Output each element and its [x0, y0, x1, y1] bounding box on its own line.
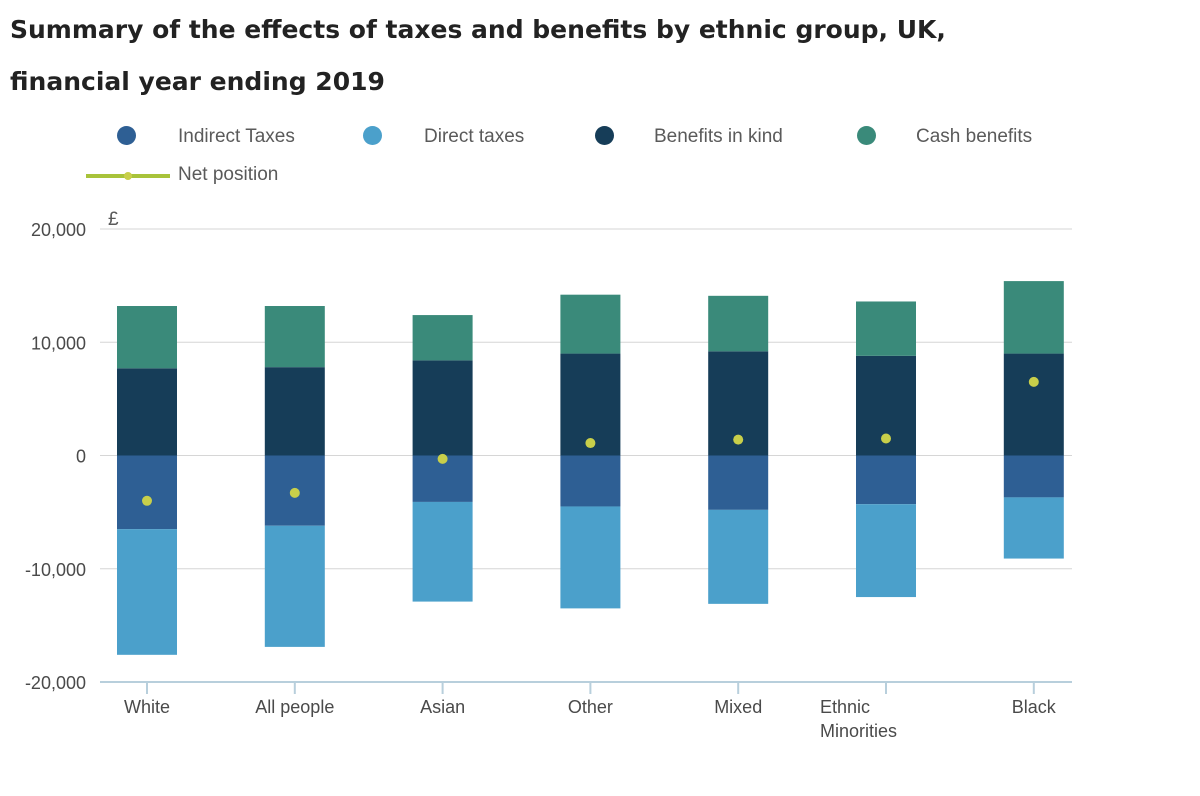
legend-swatch-benefits-in-kind: [595, 126, 614, 145]
bar-cash-benefits[interactable]: [117, 306, 177, 369]
legend-swatch-indirect-taxes: [117, 126, 136, 145]
net-position-point[interactable]: [585, 438, 596, 449]
bar-benefits-in-kind[interactable]: [117, 368, 177, 456]
y-tick-label: 20,000: [31, 220, 86, 240]
bar-indirect-taxes[interactable]: [560, 455, 621, 507]
legend-label-indirect-taxes: Indirect Taxes: [178, 126, 295, 147]
bar-benefits-in-kind[interactable]: [1003, 353, 1064, 456]
bar-direct-taxes[interactable]: [117, 529, 177, 655]
x-tick-label: Black: [1012, 697, 1057, 717]
bar-cash-benefits[interactable]: [412, 315, 473, 361]
bar-cash-benefits[interactable]: [856, 301, 916, 356]
net-position-point[interactable]: [289, 487, 300, 498]
bar-cash-benefits[interactable]: [264, 306, 325, 368]
bar-indirect-taxes[interactable]: [856, 455, 916, 505]
legend-dot-net-position: [124, 172, 132, 180]
bar-benefits-in-kind[interactable]: [264, 367, 325, 456]
legend-label-cash-benefits: Cash benefits: [916, 126, 1033, 147]
bar-cash-benefits[interactable]: [560, 294, 621, 354]
chart-title-line-1: Summary of the effects of taxes and bene…: [10, 15, 946, 44]
bar-direct-taxes[interactable]: [412, 501, 473, 602]
x-tick-label: All people: [255, 697, 334, 717]
legend-swatch-direct-taxes: [363, 126, 382, 145]
y-tick-label: -10,000: [25, 560, 86, 580]
bar-direct-taxes[interactable]: [708, 509, 769, 604]
bar-cash-benefits[interactable]: [708, 295, 769, 352]
legend-label-benefits-in-kind: Benefits in kind: [654, 126, 783, 147]
net-position-point[interactable]: [733, 434, 744, 445]
bar-indirect-taxes[interactable]: [1003, 455, 1064, 498]
net-position-point[interactable]: [142, 495, 152, 506]
legend-swatch-cash-benefits: [857, 126, 876, 145]
y-tick-label: 0: [76, 447, 86, 467]
net-position-point[interactable]: [881, 433, 891, 444]
legend-label-direct-taxes: Direct taxes: [424, 126, 525, 147]
x-tick-label: Mixed: [714, 697, 762, 717]
chart-title: Summary of the effects of taxes and bene…: [10, 4, 1110, 108]
bar-direct-taxes[interactable]: [560, 506, 621, 609]
bar-direct-taxes[interactable]: [856, 504, 916, 598]
net-position-point[interactable]: [1028, 376, 1039, 387]
bar-direct-taxes[interactable]: [1003, 497, 1064, 559]
x-tick-label: Ethnic Minorities: [820, 697, 897, 741]
x-tick-label: Other: [568, 697, 613, 717]
bar-cash-benefits[interactable]: [1003, 281, 1064, 354]
chart-title-line-2: financial year ending 2019: [10, 67, 385, 96]
y-tick-label: 10,000: [31, 333, 86, 353]
bar-indirect-taxes[interactable]: [117, 455, 177, 530]
bar-indirect-taxes[interactable]: [708, 455, 769, 510]
x-tick-label: Asian: [420, 697, 465, 717]
bar-benefits-in-kind[interactable]: [412, 360, 473, 456]
y-axis-unit-label: £: [108, 209, 119, 230]
x-tick-label: White: [124, 697, 170, 717]
bar-direct-taxes[interactable]: [264, 525, 325, 647]
y-tick-label: -20,000: [25, 673, 86, 693]
legend-label-net-position: Net position: [178, 164, 279, 185]
net-position-point[interactable]: [437, 453, 448, 464]
